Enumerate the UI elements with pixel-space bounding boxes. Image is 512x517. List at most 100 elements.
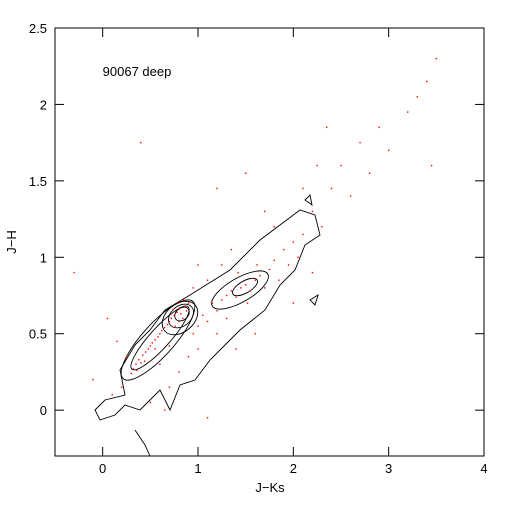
scatter-point [206, 279, 209, 281]
scatter-point [73, 271, 75, 274]
scatter-point [154, 339, 156, 341]
scatter-point [249, 290, 252, 292]
scatter-point [159, 333, 161, 335]
scatter-point [111, 394, 113, 396]
scatter-point [235, 296, 237, 298]
scatter-point [140, 362, 142, 364]
scatter-point [166, 323, 169, 326]
scatter-point [183, 305, 186, 307]
scatter-point [182, 317, 184, 320]
scatter-point [197, 264, 199, 266]
scatter-point [140, 141, 142, 144]
scatter-point [230, 290, 233, 292]
scatter-point [311, 210, 314, 213]
scatter-point [278, 279, 280, 281]
y-axis-label: J−H [4, 230, 19, 253]
scatter-point [283, 248, 285, 251]
scatter-point [349, 195, 352, 197]
scatter-point [244, 172, 247, 174]
scatter-point [387, 149, 390, 151]
scatter-point [132, 368, 134, 370]
contour [134, 194, 319, 457]
scatter-point [168, 386, 171, 388]
scatter-point [151, 342, 153, 344]
scatter-point [216, 333, 218, 335]
scatter-point [173, 314, 175, 317]
x-tick-label: 4 [480, 461, 487, 476]
scatter-point [161, 329, 163, 332]
scatter-point [292, 241, 295, 243]
scatter-point [378, 126, 380, 129]
scatter-point [176, 311, 178, 314]
scatter-point [106, 317, 109, 320]
scatter-point [92, 378, 94, 381]
scatter-point [330, 187, 333, 190]
scatter-point [197, 348, 199, 350]
scatter-point [149, 345, 152, 347]
scatter-point [159, 363, 161, 365]
contour [161, 300, 199, 336]
scatter-point [154, 348, 156, 350]
scatter-point [178, 371, 180, 373]
scatter-point [144, 351, 147, 353]
scatter-point [174, 325, 176, 327]
scatter-point [340, 164, 342, 167]
scatter-point [116, 340, 118, 343]
x-tick-label: 1 [194, 461, 201, 476]
scatter-point [256, 264, 258, 266]
scatter-point [138, 359, 140, 361]
scatter-point [130, 372, 132, 375]
contour [120, 299, 196, 381]
contour [94, 209, 321, 421]
scatter-point [216, 187, 218, 190]
scatter-point [197, 325, 199, 327]
contours [94, 194, 321, 457]
scatter-point [244, 284, 247, 286]
scatter-point [368, 172, 371, 174]
y-tick-label: 2.5 [29, 21, 47, 36]
scatter-point [185, 310, 188, 312]
scatter-point [407, 111, 409, 113]
scatter-point [221, 299, 223, 301]
scatter-point [187, 355, 190, 358]
scatter-point [206, 417, 209, 419]
scatter-point [168, 320, 171, 323]
y-tick-label: 0.5 [29, 327, 47, 342]
x-axis-label: J−Ks [255, 480, 285, 495]
scatter-point [287, 264, 290, 266]
scatter-point [321, 226, 323, 228]
plot-frame [54, 27, 485, 457]
scatter-point [183, 299, 185, 301]
scatter-point [221, 264, 223, 266]
scatter-point [254, 279, 256, 281]
scatter-point [237, 271, 239, 274]
y-tick-label: 2 [40, 97, 47, 112]
scatter-point [326, 126, 328, 129]
scatter-point [170, 317, 173, 320]
scatter-point [359, 141, 361, 144]
scatter-point [264, 210, 266, 213]
contour [130, 305, 190, 371]
scatter-point [240, 287, 242, 289]
y-tick-label: 1 [40, 250, 47, 265]
scatter-point [259, 274, 261, 277]
contour [211, 270, 269, 310]
scatter-point [180, 313, 182, 315]
scatter-point [121, 386, 123, 388]
x-tick-label: 3 [385, 461, 392, 476]
scatter-point [136, 369, 138, 372]
scatter-point [157, 336, 159, 338]
scatter-point [264, 287, 266, 289]
scatter-point [273, 226, 275, 228]
scatter-point [178, 308, 180, 310]
scatter-point [147, 348, 150, 350]
annotation: 90067 deep [103, 64, 172, 79]
scatter-point [216, 310, 218, 312]
scatter-point [416, 96, 418, 98]
scatter-point [230, 248, 233, 251]
contour [168, 303, 194, 329]
scatter-point [254, 333, 256, 335]
scatter-point [235, 348, 237, 350]
